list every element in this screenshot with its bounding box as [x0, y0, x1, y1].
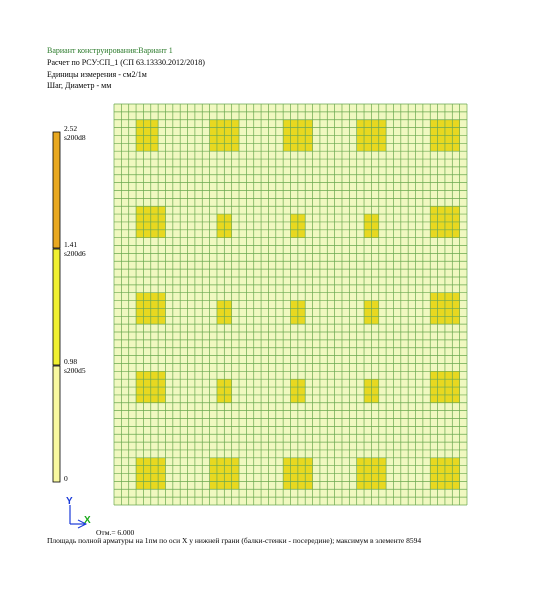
footer-caption: Площадь полной арматуры на 1пм по оси X … — [47, 536, 422, 545]
legend-bar-1 — [52, 248, 61, 366]
header-calc: Расчет по РСУ:СП_1 (СП 63.13330.2012/201… — [47, 58, 205, 67]
plate-grid — [113, 103, 468, 506]
axis-icon — [69, 505, 88, 529]
legend-scale — [52, 131, 61, 483]
z-level: Отм.= 6.000 — [96, 528, 135, 537]
header-step: Шаг, Диаметр - мм — [47, 81, 112, 90]
header-variant: Вариант конструирования:Вариант 1 — [47, 46, 173, 55]
legend-label-0: 2.52 s200d8 — [64, 124, 86, 142]
axis-x-label: X — [84, 515, 91, 526]
legend-label-3: 0 — [64, 474, 68, 483]
legend-bar-2 — [52, 365, 61, 483]
legend-label-2: 0.98 s200d5 — [64, 357, 86, 375]
axis-y-label: Y — [66, 496, 73, 507]
legend-label-1: 1.41 s200d6 — [64, 240, 86, 258]
header-units: Единицы измерения - см2/1м — [47, 70, 147, 79]
legend-bar-0 — [52, 131, 61, 249]
